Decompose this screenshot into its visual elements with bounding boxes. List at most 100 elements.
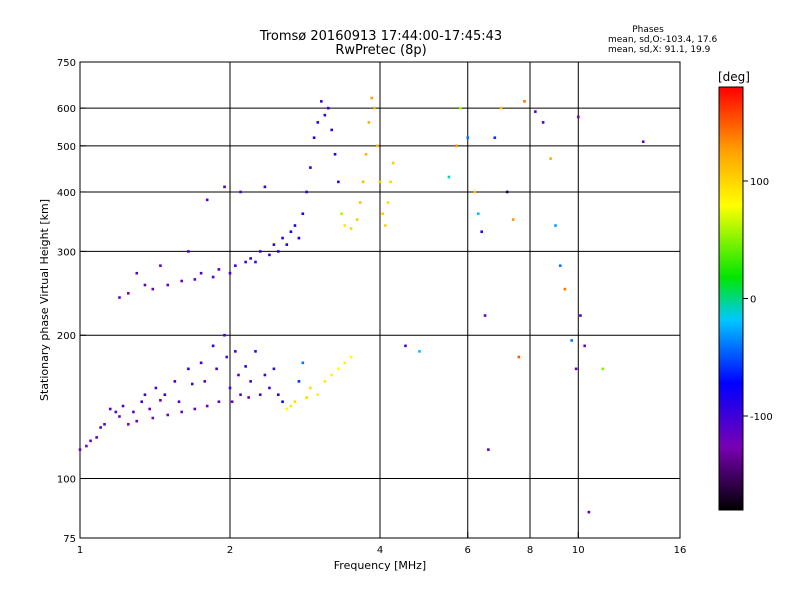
data-point: [85, 444, 88, 448]
data-point: [305, 190, 308, 194]
colorbar-tick-label: 100: [750, 177, 769, 188]
data-point: [151, 416, 155, 420]
x-tick-label: 4: [377, 545, 383, 556]
data-point: [641, 140, 645, 144]
data-point: [276, 250, 280, 253]
data-point: [404, 344, 407, 348]
data-point: [114, 410, 118, 414]
data-point: [297, 380, 301, 383]
data-point: [99, 426, 102, 429]
colorbar-label: [deg]: [718, 70, 750, 84]
data-point: [541, 121, 545, 124]
data-point: [118, 415, 121, 418]
colorbar-tick-label: -100: [750, 412, 773, 423]
data-point: [455, 144, 458, 148]
data-point: [323, 113, 327, 117]
data-point: [285, 407, 289, 411]
data-point: [228, 386, 232, 390]
data-point: [258, 250, 262, 253]
data-point: [263, 185, 267, 189]
data-point: [244, 260, 247, 264]
data-point: [230, 400, 234, 404]
data-point: [499, 106, 503, 110]
data-point: [249, 380, 252, 383]
data-point: [477, 212, 480, 216]
data-point: [523, 100, 526, 103]
chart-title-line2: RwPretec (8p): [335, 43, 426, 58]
data-point: [459, 106, 462, 110]
x-tick-label: 6: [465, 545, 471, 556]
data-point: [483, 314, 487, 317]
colorbar: [718, 86, 744, 511]
data-point: [272, 367, 276, 371]
data-point: [381, 212, 384, 216]
data-point: [148, 407, 152, 411]
x-tick-label: 16: [674, 545, 687, 556]
data-point: [370, 96, 374, 100]
data-point: [154, 386, 158, 390]
data-point: [349, 355, 353, 359]
data-point: [601, 367, 605, 371]
data-point: [276, 393, 280, 397]
data-point: [517, 355, 521, 359]
stats-x-mode: mean, sd,X: 91.1, 19.9: [608, 45, 711, 55]
data-point: [289, 230, 293, 234]
data-point: [576, 115, 580, 119]
data-point: [367, 121, 371, 124]
data-point: [391, 161, 395, 165]
data-point: [358, 201, 362, 204]
data-point: [180, 410, 184, 414]
data-point: [159, 264, 162, 267]
data-point: [126, 422, 130, 426]
data-point: [126, 291, 130, 295]
data-point: [312, 136, 316, 140]
axis-ticks: 1 2 4 6 8 10 16 75 100 200 300 400 500 600 750: [57, 58, 686, 556]
data-point: [258, 393, 262, 397]
data-point: [254, 350, 257, 353]
data-point: [239, 393, 242, 397]
data-point: [234, 264, 237, 267]
data-point: [180, 279, 184, 283]
data-point: [225, 355, 229, 359]
colorbar-ticks: 100 0 -100: [743, 177, 773, 423]
data-point: [320, 100, 323, 103]
data-point: [384, 224, 387, 227]
y-tick-label: 75: [63, 534, 76, 545]
data-point: [323, 380, 327, 383]
data-point: [511, 218, 515, 221]
data-point: [193, 278, 197, 281]
data-point: [447, 175, 451, 179]
x-tick-label: 1: [77, 545, 83, 556]
data-point: [272, 243, 276, 246]
data-point: [215, 367, 218, 371]
data-point: [187, 367, 190, 371]
grid-lines: [80, 62, 680, 538]
data-point: [159, 398, 162, 402]
stats-title: Phases: [632, 25, 664, 35]
data-point: [285, 243, 289, 246]
data-point: [239, 190, 242, 194]
data-point: [337, 180, 340, 184]
data-point: [505, 190, 509, 194]
chart-title-line1: Tromsø 20160913 17:44:00-17:45:43: [259, 29, 502, 44]
data-point: [343, 361, 347, 365]
data-point: [293, 400, 297, 404]
data-point: [244, 365, 247, 368]
data-point: [151, 287, 155, 291]
y-axis-label: Stationary phase Virtual Height [km]: [38, 199, 51, 401]
y-tick-label: 750: [57, 58, 76, 69]
data-point: [378, 180, 382, 184]
data-point: [217, 400, 221, 404]
data-point: [237, 373, 240, 377]
data-point: [166, 283, 170, 287]
data-point: [330, 373, 334, 377]
data-point: [217, 268, 221, 271]
data-point: [337, 367, 340, 371]
data-point: [558, 264, 562, 267]
data-point: [333, 152, 337, 156]
data-point: [78, 448, 82, 451]
data-point: [205, 198, 209, 202]
data-point: [373, 106, 376, 110]
colorbar-tick-label: 0: [750, 295, 756, 306]
